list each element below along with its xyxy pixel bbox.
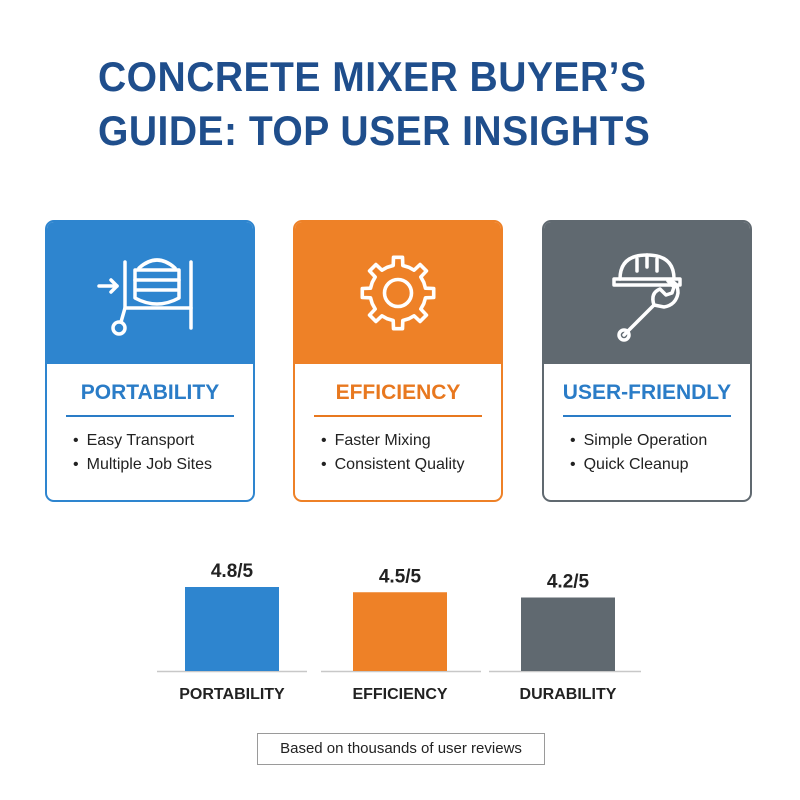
bar-portability bbox=[185, 587, 279, 671]
bullet-item: Faster Mixing bbox=[321, 429, 501, 453]
card-icon-panel bbox=[295, 222, 501, 364]
card-heading: EFFICIENCY bbox=[335, 381, 461, 404]
portability-card: PORTABILITY Easy Transport Multiple Job … bbox=[45, 220, 255, 502]
page-title: CONCRETE MIXER BUYER’S GUIDE: TOP USER I… bbox=[98, 53, 651, 154]
card-divider bbox=[66, 415, 234, 417]
user-friendly-card: USER-FRIENDLY Simple Operation Quick Cle… bbox=[542, 220, 752, 502]
card-icon-panel bbox=[47, 222, 253, 364]
bar-efficiency bbox=[353, 592, 447, 671]
bullet-item: Multiple Job Sites bbox=[73, 453, 253, 477]
card-divider bbox=[314, 415, 482, 417]
data-label: 4.2/5 bbox=[547, 572, 590, 593]
data-label: 4.5/5 bbox=[379, 566, 422, 587]
card-divider bbox=[563, 415, 731, 417]
category-label: DURABILITY bbox=[520, 686, 617, 703]
concrete-mixer-icon bbox=[97, 258, 193, 336]
gear-icon bbox=[360, 255, 436, 331]
bullet-item: Easy Transport bbox=[73, 429, 253, 453]
card-bullets: Easy Transport Multiple Job Sites bbox=[47, 429, 253, 477]
card-bullets: Faster Mixing Consistent Quality bbox=[295, 429, 501, 477]
hardhat-wrench-icon bbox=[612, 253, 682, 342]
footnote: Based on thousands of user reviews bbox=[257, 733, 545, 765]
data-label: 4.8/5 bbox=[211, 561, 254, 582]
card-bullets: Simple Operation Quick Cleanup bbox=[544, 429, 750, 477]
bullet-item: Simple Operation bbox=[570, 429, 750, 453]
card-heading: USER-FRIENDLY bbox=[562, 381, 732, 404]
card-icon-panel bbox=[544, 222, 750, 364]
category-label: PORTABILITY bbox=[179, 686, 285, 703]
card-heading: PORTABILITY bbox=[80, 381, 220, 404]
bullet-item: Consistent Quality bbox=[321, 453, 501, 477]
bar-durability bbox=[521, 597, 615, 671]
bullet-item: Quick Cleanup bbox=[570, 453, 750, 477]
efficiency-card: EFFICIENCY Faster Mixing Consistent Qual… bbox=[293, 220, 503, 502]
category-label: EFFICIENCY bbox=[352, 686, 447, 703]
